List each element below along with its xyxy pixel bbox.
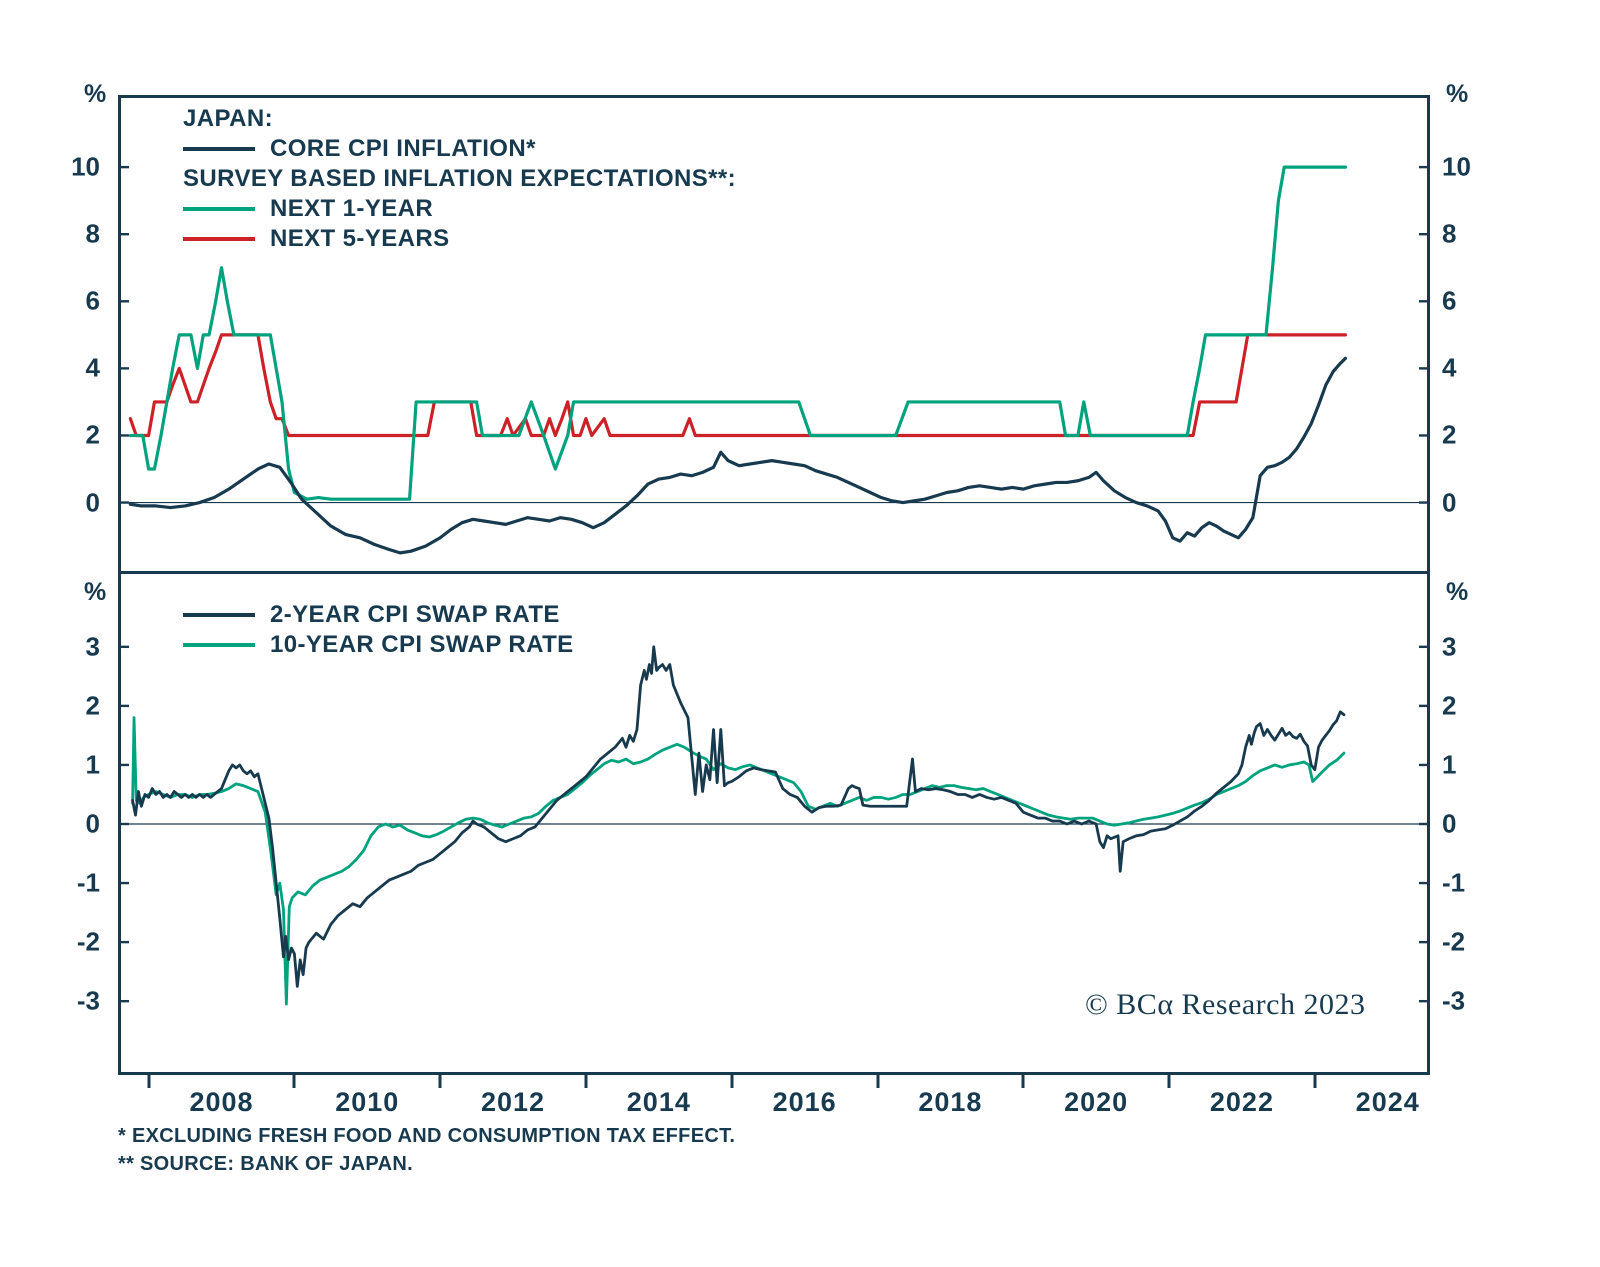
x-axis-tick: [292, 1075, 296, 1088]
y-axis-label: -3: [1442, 985, 1466, 1016]
x-axis-label: 2022: [1209, 1087, 1274, 1117]
bottom-panel-y-axis-left: 3 2 1 0 -1 -2 -3: [30, 573, 100, 1075]
legend-next-5-years-label: NEXT 5-YEARS: [270, 225, 450, 252]
y-axis-label: 1: [85, 749, 100, 780]
y-axis-label: 3: [85, 631, 100, 662]
percent-sign-bottom-right: %: [1446, 578, 1469, 606]
x-axis-label: 2014: [626, 1087, 691, 1117]
x-axis-label: 2024: [1355, 1087, 1420, 1117]
footnotes: * EXCLUDING FRESH FOOD AND CONSUMPTION T…: [118, 1122, 735, 1178]
x-axis-tick: [1313, 1075, 1317, 1088]
x-axis: 2008 2010 2012 2014 2016 2018 2020 2022 2024: [118, 1075, 1430, 1123]
x-axis-label: 2012: [481, 1087, 546, 1117]
x-axis-tick: [1021, 1075, 1025, 1088]
legend-japan-heading: JAPAN:: [183, 105, 273, 132]
legend-next-1-year-label: NEXT 1-YEAR: [270, 195, 434, 222]
legend-row-core-cpi: CORE CPI INFLATION*: [183, 134, 736, 164]
x-axis-tick: [584, 1075, 588, 1088]
next-5-years-line-swatch: [183, 237, 255, 241]
footnote-1: * EXCLUDING FRESH FOOD AND CONSUMPTION T…: [118, 1125, 736, 1147]
legend-row-next-1-year: NEXT 1-YEAR: [183, 194, 736, 224]
panel-divider: [118, 571, 1430, 574]
x-axis-tick: [438, 1075, 442, 1088]
y-axis-label: 1: [1442, 749, 1457, 780]
y-axis-label: 0: [1442, 808, 1457, 839]
bottom-panel-y-axis-right: 3 2 1 0 -1 -2 -3: [1442, 573, 1512, 1075]
y-axis-label: 2: [85, 419, 100, 450]
y-axis-label: -1: [76, 867, 100, 898]
legend-core-cpi-label: CORE CPI INFLATION*: [270, 135, 536, 162]
percent-sign-top-right: %: [1446, 80, 1469, 108]
percent-sign-bottom-left: %: [84, 578, 107, 606]
x-axis-tick: [147, 1075, 151, 1088]
bottom-panel-plot: [118, 573, 1430, 1075]
top-panel-plot: [118, 95, 1430, 573]
y-axis-label: 0: [85, 808, 100, 839]
legend-row-2-year-swap: 2-YEAR CPI SWAP RATE: [183, 600, 574, 630]
y-axis-label: 10: [71, 151, 100, 182]
y-axis-label: -1: [1442, 867, 1466, 898]
y-axis-label: -2: [76, 926, 100, 957]
y-axis-label: 2: [85, 690, 100, 721]
y-axis-label: -2: [1442, 926, 1466, 957]
y-axis-label: 4: [85, 352, 100, 383]
x-axis-label: 2010: [335, 1087, 400, 1117]
y-axis-label: 0: [85, 487, 100, 518]
y-axis-label: 6: [1442, 285, 1457, 316]
bottom-panel-legend: 2-YEAR CPI SWAP RATE 10-YEAR CPI SWAP RA…: [183, 600, 574, 660]
core-cpi-line-swatch: [183, 147, 255, 151]
y-axis-label: 10: [1442, 151, 1471, 182]
legend-survey-heading: SURVEY BASED INFLATION EXPECTATIONS**:: [183, 165, 737, 192]
bca-research-copyright: © BCα Research 2023: [1085, 988, 1366, 1021]
legend-10-year-swap-label: 10-YEAR CPI SWAP RATE: [270, 631, 574, 658]
y-axis-label: 0: [1442, 487, 1457, 518]
y-axis-label: 2: [1442, 419, 1457, 450]
y-axis-label: 3: [1442, 631, 1457, 662]
y-axis-label: 4: [1442, 352, 1457, 383]
top-panel-legend: JAPAN: CORE CPI INFLATION* SURVEY BASED …: [183, 104, 736, 254]
y-axis-label: 8: [1442, 218, 1457, 249]
swap-2-year-line-swatch: [183, 613, 255, 617]
x-axis-tick: [730, 1075, 734, 1088]
y-axis-label: 6: [85, 285, 100, 316]
next-1-year-line-swatch: [183, 207, 255, 211]
y-axis-label: 2: [1442, 690, 1457, 721]
legend-row-next-5-years: NEXT 5-YEARS: [183, 224, 736, 254]
footnote-2: ** SOURCE: BANK OF JAPAN.: [118, 1153, 413, 1175]
x-axis-label: 2020: [1064, 1087, 1129, 1117]
y-axis-label: -3: [76, 985, 100, 1016]
x-axis-label: 2018: [918, 1087, 983, 1117]
x-axis-tick: [876, 1075, 879, 1088]
percent-sign-top-left: %: [84, 80, 107, 108]
x-axis-label: 2016: [772, 1087, 837, 1117]
legend-2-year-swap-label: 2-YEAR CPI SWAP RATE: [270, 601, 560, 628]
legend-row-survey-heading: SURVEY BASED INFLATION EXPECTATIONS**:: [183, 164, 736, 194]
legend-row-10-year-swap: 10-YEAR CPI SWAP RATE: [183, 630, 574, 660]
x-axis-tick: [1167, 1075, 1171, 1088]
y-axis-label: 8: [85, 218, 100, 249]
legend-row-japan: JAPAN:: [183, 104, 736, 134]
top-panel-y-axis-left: 0 2 4 6 8 10: [30, 95, 100, 573]
swap-10-year-line-swatch: [183, 643, 255, 647]
top-panel-y-axis-right: 0 2 4 6 8 10: [1442, 95, 1512, 573]
x-axis-label: 2008: [189, 1087, 254, 1117]
